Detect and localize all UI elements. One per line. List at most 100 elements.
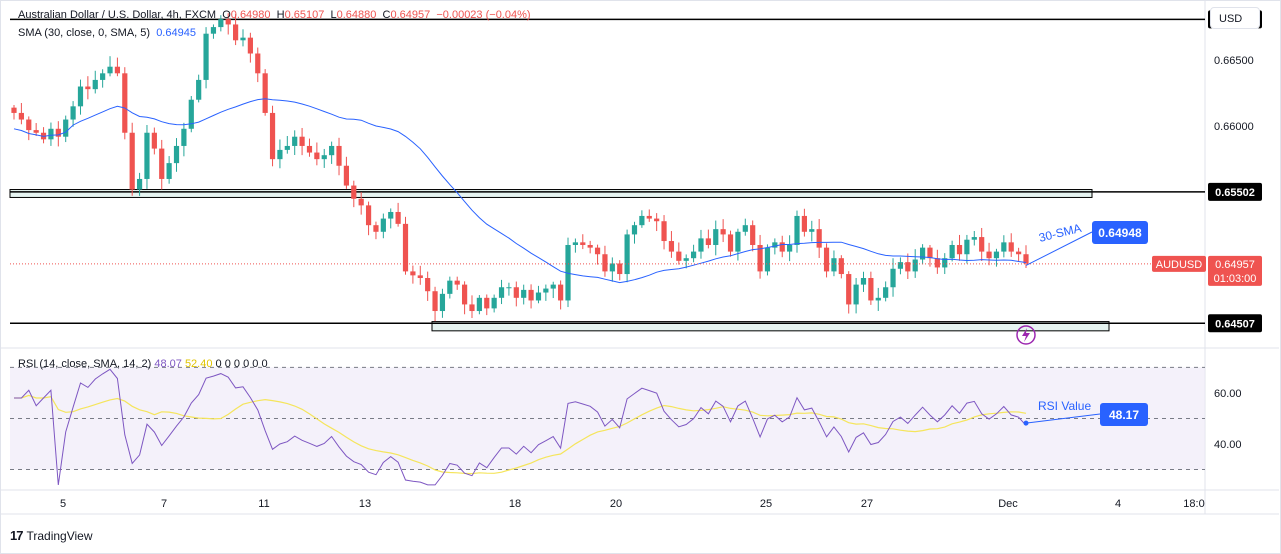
candle-body xyxy=(262,73,268,113)
candle-body xyxy=(277,149,283,160)
rsi-legend-extra-value: 0 xyxy=(261,358,267,370)
candle-body xyxy=(624,234,630,275)
time-tick-label: 20 xyxy=(610,498,622,510)
candle-body xyxy=(18,112,24,120)
candle-body xyxy=(469,304,475,312)
candle-body xyxy=(757,244,763,272)
candle-body xyxy=(380,218,386,232)
candle-body xyxy=(410,271,416,276)
lightning-bolt-icon xyxy=(1022,328,1030,342)
candle-body xyxy=(100,73,106,80)
candle-body xyxy=(240,37,246,41)
open-value: 0.64980 xyxy=(230,9,271,21)
low-label: L xyxy=(330,9,337,21)
candle-body xyxy=(964,239,970,255)
candle-body xyxy=(713,229,719,245)
candle-body xyxy=(1023,254,1029,264)
candle-body xyxy=(617,263,623,275)
candle-body xyxy=(521,289,527,298)
candle-body xyxy=(447,280,453,294)
candle-body xyxy=(247,37,253,54)
candle-body xyxy=(838,258,844,275)
candle-body xyxy=(1008,242,1014,252)
candle-body xyxy=(927,247,933,259)
candle-body xyxy=(92,79,98,90)
candle-body xyxy=(218,19,224,28)
candle-body xyxy=(801,215,807,232)
low-value: 0.64880 xyxy=(336,9,377,21)
candle-body xyxy=(1016,251,1022,255)
candle-body xyxy=(905,262,911,272)
symbol-badge-label: AUDUSD xyxy=(1156,259,1203,271)
candle-body xyxy=(454,280,460,285)
candle-body xyxy=(225,19,231,25)
time-tick-label: Dec xyxy=(998,498,1018,510)
candle-body xyxy=(550,284,556,289)
close-label: C xyxy=(382,9,391,21)
rsi-tick-label: 60.00 xyxy=(1214,388,1242,400)
close-value: 0.64957 xyxy=(390,9,431,21)
candle-body xyxy=(55,128,61,137)
candle-body xyxy=(779,242,785,252)
sma-badge-label: 0.64948 xyxy=(1098,226,1142,240)
candle-body xyxy=(720,229,726,235)
candle-body xyxy=(609,263,615,272)
candle-body xyxy=(77,86,84,107)
candle-body xyxy=(181,128,187,146)
time-tick-label: 7 xyxy=(161,498,167,510)
event-lightning-icon xyxy=(1016,325,1036,345)
candle-body xyxy=(491,297,497,309)
candle-body xyxy=(439,293,446,312)
candle-body xyxy=(343,165,350,186)
candle-body xyxy=(727,234,734,252)
candle-body xyxy=(85,86,91,90)
candle-body xyxy=(668,241,675,252)
candle-body xyxy=(166,163,172,179)
candle-body xyxy=(942,258,948,268)
candle-body xyxy=(210,27,217,34)
candle-body xyxy=(823,247,830,272)
candle-body xyxy=(417,275,423,279)
candle-body xyxy=(365,205,372,226)
candle-body xyxy=(388,211,394,219)
currency-button[interactable]: USD xyxy=(1210,7,1260,29)
open-label: O xyxy=(222,9,231,21)
tradingview-logo-icon: 17 xyxy=(10,528,24,543)
rsi-tick-label: 40.00 xyxy=(1214,439,1242,451)
high-value: 0.65107 xyxy=(284,9,325,21)
candle-body xyxy=(395,211,401,224)
sma-line xyxy=(13,98,1027,284)
candle-body xyxy=(934,258,940,268)
sma-label: SMA (30, close, 0, SMA, 5) xyxy=(18,27,151,39)
level-label: 0.64507 xyxy=(1215,318,1255,330)
candle-body xyxy=(203,33,209,80)
candle-body xyxy=(794,215,800,245)
candle-body xyxy=(890,268,896,288)
time-tick-label: 5 xyxy=(60,498,66,510)
symbol-legend[interactable]: Australian Dollar / U.S. Dollar, 4h, FXC… xyxy=(18,9,531,21)
candle-body xyxy=(196,79,202,100)
candle-body xyxy=(11,107,17,113)
candle-body xyxy=(868,278,874,301)
candle-body xyxy=(351,185,357,199)
tradingview-brand[interactable]: 17 TradingView xyxy=(10,528,93,543)
candle-body xyxy=(705,238,711,245)
candle-body xyxy=(683,258,689,261)
candle-body xyxy=(816,229,822,248)
candle-body xyxy=(107,66,113,74)
level-badge xyxy=(1208,314,1262,333)
symbol-title: Australian Dollar / U.S. Dollar, 4h, FXC… xyxy=(18,9,217,21)
candle-body xyxy=(661,221,667,242)
candle-body xyxy=(306,145,313,153)
candle-body xyxy=(750,225,756,245)
rsi-legend-ma-value: 52.40 xyxy=(185,358,216,370)
candle-body xyxy=(676,251,682,261)
sma-legend[interactable]: SMA (30, close, 0, SMA, 5) 0.64945 xyxy=(18,27,196,39)
rsi-legend-extra-value: 0 xyxy=(225,358,234,370)
candle-body xyxy=(329,145,335,156)
candle-body xyxy=(580,242,586,245)
candle-body xyxy=(698,238,704,252)
candle-body xyxy=(48,128,54,140)
rsi-ma-line xyxy=(14,394,1027,475)
